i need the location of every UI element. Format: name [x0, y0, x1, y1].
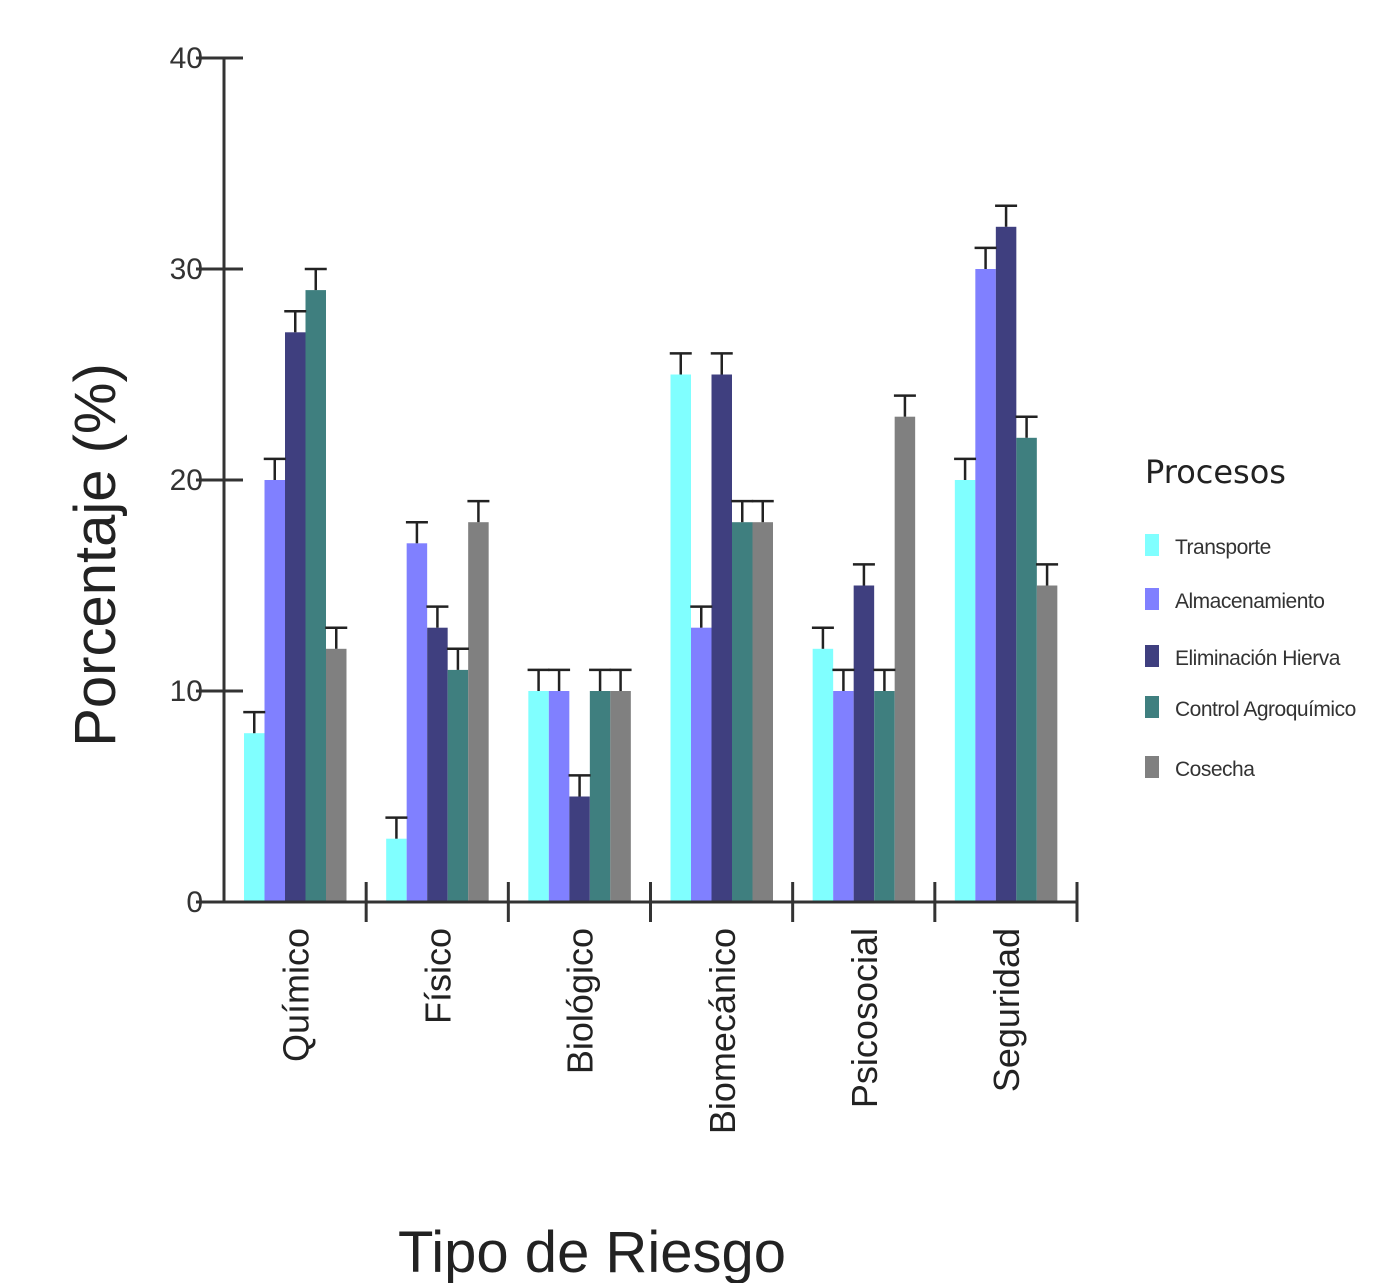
x-axis-title: Tipo de Riesgo	[398, 1220, 786, 1283]
legend-swatch	[1145, 696, 1159, 718]
bar-cosecha-3	[752, 522, 773, 902]
bar-transporte-3	[670, 374, 691, 902]
bar-cosecha-1	[468, 522, 489, 902]
bar-eliminación-hierva-3	[711, 374, 732, 902]
bar-control-agroquímico-3	[732, 522, 753, 902]
category-label: Químico	[275, 928, 316, 1062]
bar-transporte-4	[812, 648, 834, 902]
bar-almacenamiento-3	[691, 627, 712, 902]
bar-control-agroquímico-1	[447, 669, 469, 902]
legend: Procesos Transporte Almacenamiento Elimina…	[1145, 453, 1356, 781]
bar-transporte-0	[244, 733, 265, 902]
legend-swatch	[1145, 645, 1159, 667]
bar-transporte-2	[528, 691, 549, 902]
bar-cosecha-0	[326, 648, 347, 902]
bar-cosecha-5	[1036, 585, 1058, 902]
bar-almacenamiento-2	[548, 691, 570, 902]
x-ticks	[364, 882, 1079, 922]
legend-label: Transporte	[1175, 536, 1271, 559]
bar-control-agroquímico-4	[874, 691, 895, 902]
bar-transporte-1	[386, 838, 407, 902]
legend-label: Eliminación Hierva	[1175, 647, 1341, 670]
legend-swatch	[1145, 756, 1159, 778]
category-label: Seguridad	[986, 928, 1027, 1092]
bar-cosecha-2	[610, 691, 631, 902]
bars-layer	[244, 226, 1058, 903]
legend-label: Control Agroquímico	[1175, 698, 1356, 721]
bar-cosecha-4	[894, 416, 916, 902]
y-tick-label: 40	[170, 42, 203, 75]
bar-almacenamiento-1	[406, 543, 428, 902]
category-label: Físico	[417, 928, 458, 1024]
y-ticks: 0 10 20 30 40	[170, 42, 243, 919]
category-label: Biomecánico	[702, 928, 743, 1134]
legend-swatch	[1145, 534, 1159, 556]
y-tick-label: 20	[170, 464, 203, 497]
bar-eliminación-hierva-5	[995, 226, 1017, 903]
category-label: Psicosocial	[844, 928, 885, 1108]
bar-eliminación-hierva-4	[853, 585, 875, 902]
error-bars-layer	[243, 204, 1059, 839]
bar-eliminación-hierva-1	[427, 627, 448, 902]
y-tick-label: 30	[170, 253, 203, 286]
y-tick-label: 10	[170, 675, 203, 708]
y-tick-label: 0	[186, 886, 203, 919]
legend-title: Procesos	[1145, 453, 1286, 491]
bar-transporte-5	[954, 480, 976, 902]
bar-almacenamiento-0	[264, 480, 285, 902]
legend-swatch	[1145, 588, 1159, 610]
bar-control-agroquímico-5	[1016, 437, 1037, 902]
bar-almacenamiento-5	[975, 269, 996, 902]
bar-control-agroquímico-2	[589, 691, 611, 902]
legend-label: Cosecha	[1175, 758, 1255, 781]
bar-eliminación-hierva-2	[569, 796, 590, 902]
axes-layer	[222, 58, 1077, 904]
bar-almacenamiento-4	[833, 691, 854, 902]
bar-control-agroquímico-0	[305, 290, 326, 903]
bar-eliminación-hierva-0	[285, 332, 306, 902]
category-label: Biológico	[560, 928, 601, 1074]
category-labels: Químico Físico Biológico Biomecánico Psicoso…	[275, 928, 1027, 1134]
y-axis-title: Porcentaje (%)	[63, 363, 128, 747]
legend-label: Almacenamiento	[1175, 590, 1324, 613]
